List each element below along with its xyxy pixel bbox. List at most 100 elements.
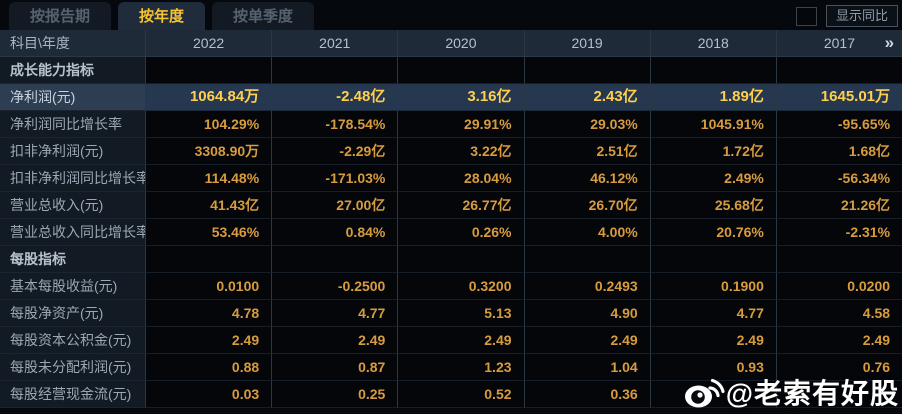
show-yoy-checkbox[interactable] xyxy=(795,6,817,26)
cell-value xyxy=(145,57,272,84)
table-row[interactable]: 营业总收入同比增长率 53.46% 0.84% 0.26% 4.00% 20.7… xyxy=(0,219,902,246)
cell-value: 29.03% xyxy=(523,111,650,138)
cell-value: 0.88 xyxy=(145,354,272,381)
cell-value: 26.77亿 xyxy=(397,192,524,219)
cell-value: 27.00亿 xyxy=(271,192,398,219)
cell-value xyxy=(775,57,902,84)
cell-value xyxy=(649,246,776,273)
cell-value xyxy=(523,57,650,84)
cell-value: 0.2493 xyxy=(523,273,650,300)
cell-value: 2.49 xyxy=(649,327,776,354)
cell-value: 1.04 xyxy=(523,354,650,381)
cell-value: 1064.84万 xyxy=(145,84,272,111)
row-label: 每股未分配利润(元) xyxy=(0,354,145,381)
cell-value: 1.68亿 xyxy=(775,138,902,165)
table-row[interactable]: 每股指标 xyxy=(0,246,902,273)
cell-value: 0.93 xyxy=(649,354,776,381)
cell-value xyxy=(775,381,902,408)
cell-value: 0.1900 xyxy=(649,273,776,300)
cell-value xyxy=(271,246,398,273)
cell-value: 5.13 xyxy=(397,300,524,327)
row-label: 每股资本公积金(元) xyxy=(0,327,145,354)
cell-value: 28.04% xyxy=(397,165,524,192)
show-yoy-label[interactable]: 显示同比 xyxy=(825,5,898,27)
row-label: 营业总收入(元) xyxy=(0,192,145,219)
row-label: 每股经营现金流(元) xyxy=(0,381,145,408)
cell-value xyxy=(649,57,776,84)
cell-value: 0.84% xyxy=(271,219,398,246)
row-label: 营业总收入同比增长率 xyxy=(0,219,145,246)
year-header: 2019 xyxy=(523,30,650,57)
cell-value: -178.54% xyxy=(271,111,398,138)
cell-value: -95.65% xyxy=(775,111,902,138)
year-header: 2021 xyxy=(271,30,398,57)
cell-value xyxy=(271,57,398,84)
table-row[interactable]: 扣非净利润同比增长率 114.48% -171.03% 28.04% 46.12… xyxy=(0,165,902,192)
cell-value: -2.48亿 xyxy=(271,84,398,111)
cell-value: 2.49 xyxy=(523,327,650,354)
tab-by-report-period[interactable]: 按报告期 xyxy=(9,2,112,30)
row-label: 每股净资产(元) xyxy=(0,300,145,327)
table-header-row: 科目\年度 2022 2021 2020 2019 2018 2017 » xyxy=(0,30,902,57)
table-row[interactable]: 扣非净利润(元) 3308.90万 -2.29亿 3.22亿 2.51亿 1.7… xyxy=(0,138,902,165)
cell-value: 1045.91% xyxy=(649,111,776,138)
cell-value: -2.29亿 xyxy=(271,138,398,165)
table-row[interactable]: 营业总收入(元) 41.43亿 27.00亿 26.77亿 26.70亿 25.… xyxy=(0,192,902,219)
table-row[interactable]: 净利润同比增长率 104.29% -178.54% 29.91% 29.03% … xyxy=(0,111,902,138)
cell-value: -2.31% xyxy=(775,219,902,246)
year-header: 2018 xyxy=(649,30,776,57)
cell-value: 3.16亿 xyxy=(397,84,524,111)
cell-value: 25.68亿 xyxy=(649,192,776,219)
cell-value: 1645.01万 xyxy=(775,84,902,111)
cell-value xyxy=(397,246,524,273)
cell-value: 0.36 xyxy=(523,381,650,408)
cell-value: 2.49 xyxy=(397,327,524,354)
row-label: 扣非净利润同比增长率 xyxy=(0,165,145,192)
tab-by-year[interactable]: 按年度 xyxy=(118,2,206,30)
table-row[interactable]: 每股净资产(元) 4.78 4.77 5.13 4.90 4.77 4.58 xyxy=(0,300,902,327)
period-tab-bar: 按报告期 按年度 按单季度 显示同比 xyxy=(0,0,902,30)
cell-value: 0.87 xyxy=(271,354,398,381)
indicators-table: 科目\年度 2022 2021 2020 2019 2018 2017 » 成长能… xyxy=(0,30,902,408)
cell-value: -0.2500 xyxy=(271,273,398,300)
cell-value: 0.0100 xyxy=(145,273,272,300)
cell-value: 1.23 xyxy=(397,354,524,381)
row-label: 成长能力指标 xyxy=(0,57,145,84)
table-row[interactable]: 每股资本公积金(元) 2.49 2.49 2.49 2.49 2.49 2.49 xyxy=(0,327,902,354)
cell-value xyxy=(649,381,776,408)
cell-value: 104.29% xyxy=(145,111,272,138)
cell-value: 3.22亿 xyxy=(397,138,524,165)
cell-value: -56.34% xyxy=(775,165,902,192)
table-row[interactable]: 基本每股收益(元) 0.0100 -0.2500 0.3200 0.2493 0… xyxy=(0,273,902,300)
cell-value: 26.70亿 xyxy=(523,192,650,219)
cell-value: 1.72亿 xyxy=(649,138,776,165)
cell-value: 0.26% xyxy=(397,219,524,246)
cell-value: -171.03% xyxy=(271,165,398,192)
cell-value: 4.77 xyxy=(271,300,398,327)
cell-value: 29.91% xyxy=(397,111,524,138)
row-label: 扣非净利润(元) xyxy=(0,138,145,165)
row-label: 净利润同比增长率 xyxy=(0,111,145,138)
table-row[interactable]: 每股未分配利润(元) 0.88 0.87 1.23 1.04 0.93 0.76 xyxy=(0,354,902,381)
table-row[interactable]: 每股经营现金流(元) 0.03 0.25 0.52 0.36 xyxy=(0,381,902,408)
cell-value: 53.46% xyxy=(145,219,272,246)
tab-by-single-quarter[interactable]: 按单季度 xyxy=(212,2,315,30)
year-header: 2020 xyxy=(397,30,524,57)
cell-value: 0.52 xyxy=(397,381,524,408)
year-header: 2022 xyxy=(145,30,272,57)
year-header: 2017 » xyxy=(775,30,902,57)
table-row[interactable]: 净利润(元) 1064.84万 -2.48亿 3.16亿 2.43亿 1.89亿… xyxy=(0,84,902,111)
cell-value: 4.78 xyxy=(145,300,272,327)
cell-value: 2.43亿 xyxy=(523,84,650,111)
table-row[interactable]: 成长能力指标 xyxy=(0,57,902,84)
cell-value: 0.0200 xyxy=(775,273,902,300)
cell-value: 4.90 xyxy=(523,300,650,327)
cell-value xyxy=(775,246,902,273)
chevron-double-right-icon[interactable]: » xyxy=(884,33,895,52)
cell-value: 41.43亿 xyxy=(145,192,272,219)
cell-value: 0.25 xyxy=(271,381,398,408)
cell-value: 2.49 xyxy=(775,327,902,354)
corner-header: 科目\年度 xyxy=(0,30,145,57)
cell-value: 2.49 xyxy=(145,327,272,354)
